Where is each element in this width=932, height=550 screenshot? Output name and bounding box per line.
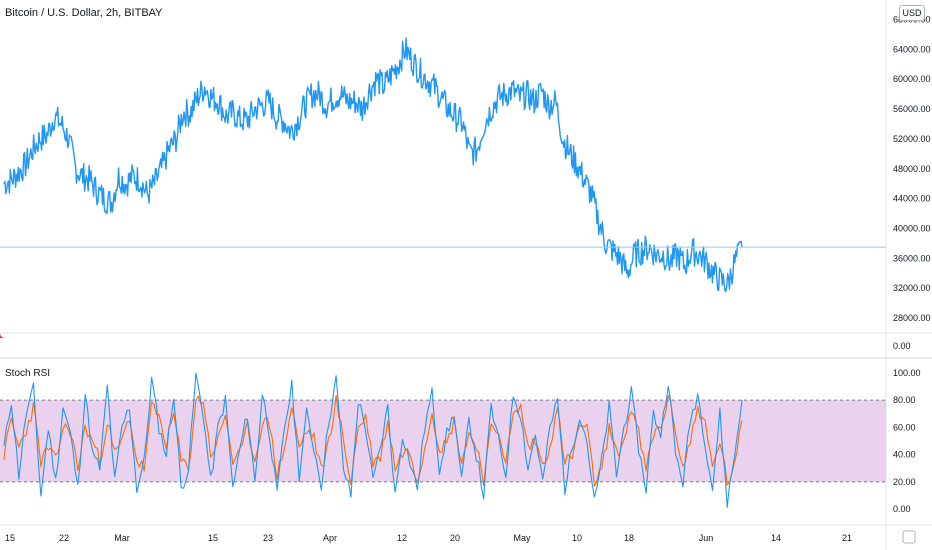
price-tick-label: 64000.00 xyxy=(893,44,931,54)
price-tick-label: 36000.00 xyxy=(893,253,931,263)
time-tick-label: Apr xyxy=(323,533,337,543)
price-tick-label: 60000.00 xyxy=(893,74,931,84)
stoch-k-line xyxy=(3,372,743,508)
time-tick-label: 20 xyxy=(450,533,460,543)
price-zero-label: 0.00 xyxy=(893,341,911,351)
time-tick-label: 10 xyxy=(572,533,582,543)
time-tick-label: 14 xyxy=(771,533,781,543)
time-tick-label: Mar xyxy=(114,533,130,543)
time-tick-label: 18 xyxy=(624,533,634,543)
chart-title: Bitcoin / U.S. Dollar, 2h, BITBAY xyxy=(5,7,163,19)
stoch-tick-label: 40.00 xyxy=(893,450,916,460)
scale-settings-icon[interactable] xyxy=(902,530,916,544)
indicator-title: Stoch RSI xyxy=(5,368,51,379)
price-tick-label: 40000.00 xyxy=(893,223,931,233)
price-tick-label: 52000.00 xyxy=(893,134,931,144)
currency-badge[interactable]: USD xyxy=(899,5,925,21)
time-tick-label: 12 xyxy=(397,533,407,543)
stoch-tick-label: 100.00 xyxy=(893,368,921,378)
price-tick-label: 56000.00 xyxy=(893,104,931,114)
stoch-tick-label: 20.00 xyxy=(893,477,916,487)
time-tick-label: 22 xyxy=(59,533,69,543)
price-tick-label: 28000.00 xyxy=(893,313,931,323)
time-tick-label: 15 xyxy=(5,533,15,543)
stoch-tick-label: 80.00 xyxy=(893,395,916,405)
time-tick-label: May xyxy=(513,533,531,543)
time-tick-label: Jun xyxy=(699,533,714,543)
event-marker-icon[interactable] xyxy=(0,333,5,338)
time-tick-label: 23 xyxy=(263,533,273,543)
stoch-tick-label: 0.00 xyxy=(893,504,911,514)
price-tick-label: 48000.00 xyxy=(893,164,931,174)
price-tick-label: 44000.00 xyxy=(893,194,931,204)
price-tick-label: 32000.00 xyxy=(893,283,931,293)
time-tick-label: 15 xyxy=(208,533,218,543)
stoch-tick-label: 60.00 xyxy=(893,422,916,432)
time-tick-label: 21 xyxy=(842,533,852,543)
price-line xyxy=(3,37,743,292)
